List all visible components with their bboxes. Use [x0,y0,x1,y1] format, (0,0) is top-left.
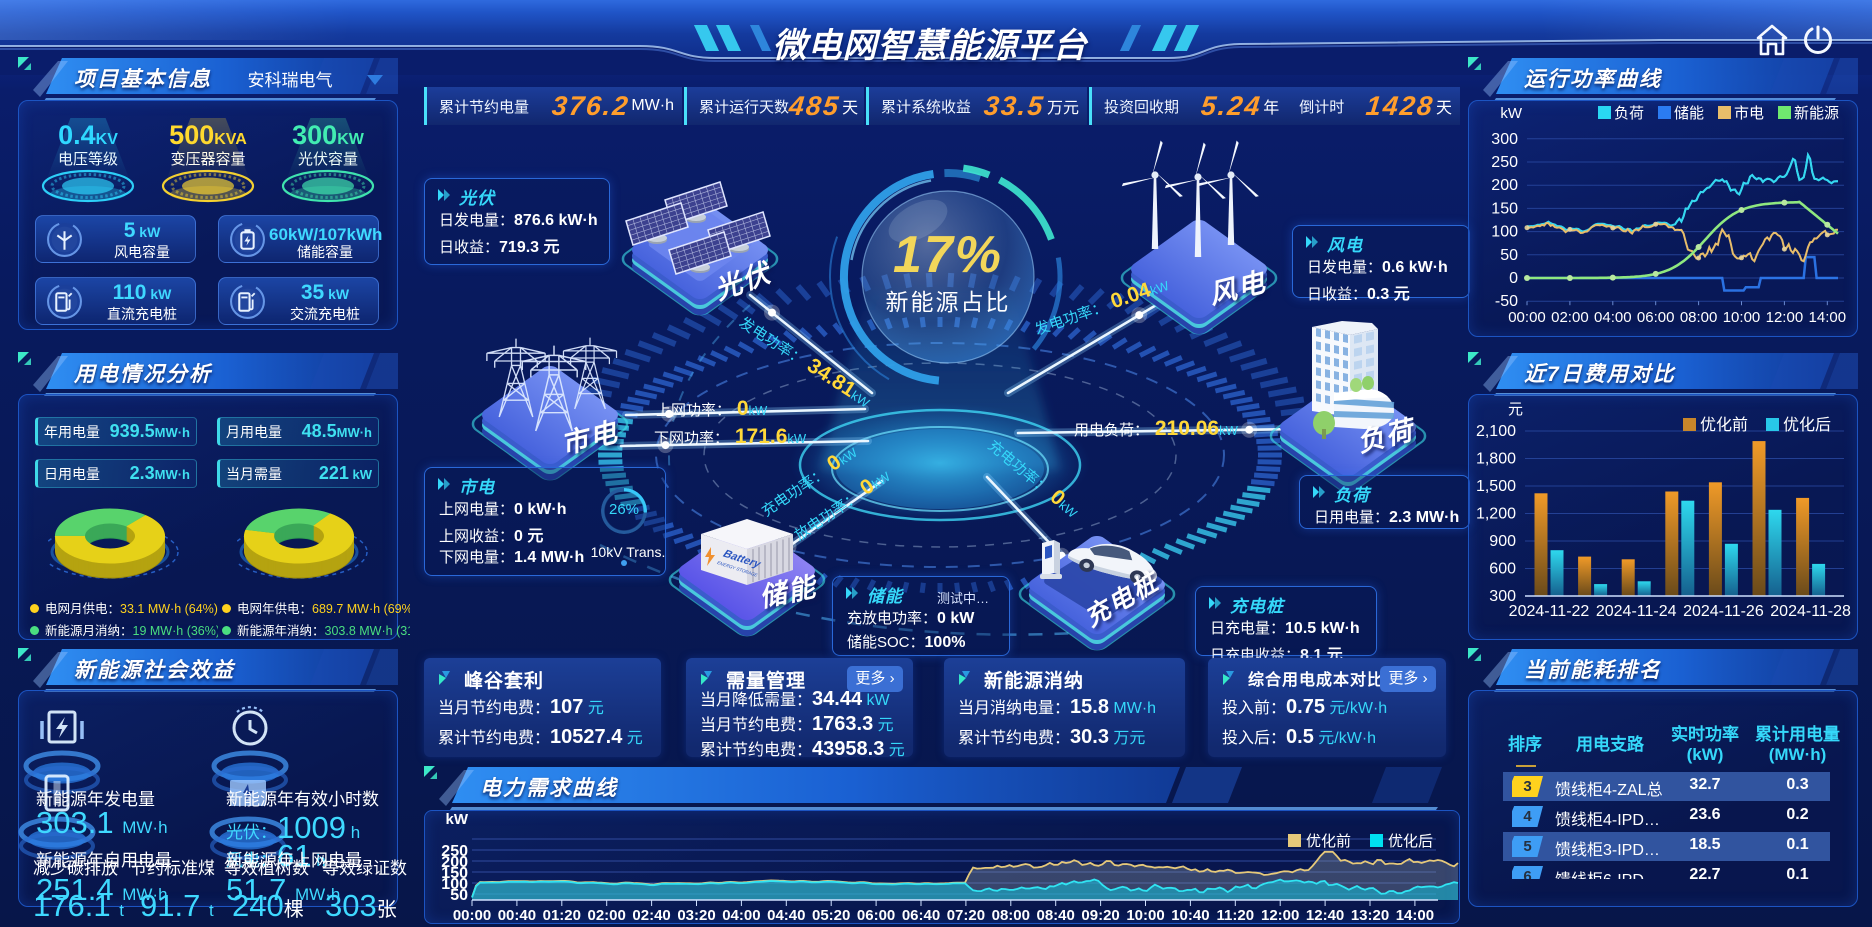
svg-text:17%: 17% [893,226,1003,284]
svg-text:50: 50 [450,887,468,904]
svg-text:200: 200 [1491,177,1518,194]
svg-text:优化前: 优化前 [1306,833,1351,850]
svg-text:12:00: 12:00 [1766,309,1804,326]
svg-text:150: 150 [1491,200,1518,217]
svg-text:储能: 储能 [1674,105,1704,122]
svg-text:300: 300 [1489,588,1516,605]
svg-text:11:20: 11:20 [1217,907,1255,924]
svg-text:12:40: 12:40 [1306,907,1344,924]
svg-text:08:00: 08:00 [1680,309,1718,326]
svg-text:02:40: 02:40 [632,907,670,924]
svg-text:1,800: 1,800 [1476,451,1516,468]
svg-text:05:20: 05:20 [812,907,850,924]
svg-text:12:00: 12:00 [1261,907,1299,924]
svg-text:02:00: 02:00 [588,907,626,924]
svg-text:04:00: 04:00 [722,907,760,924]
svg-text:2,100: 2,100 [1476,423,1516,440]
svg-text:下网功率： 171.6kW: 下网功率： 171.6kW [654,425,807,448]
svg-text:-50: -50 [1495,293,1518,310]
svg-text:优化前: 优化前 [1700,416,1748,434]
svg-text:2024-11-22: 2024-11-22 [1509,603,1590,620]
svg-text:10:40: 10:40 [1171,907,1209,924]
svg-text:250: 250 [441,843,468,860]
svg-text:新能源占比: 新能源占比 [886,289,1011,315]
svg-text:优化后: 优化后 [1783,416,1831,434]
svg-text:13:20: 13:20 [1351,907,1389,924]
svg-text:kW: kW [1500,105,1523,122]
svg-text:0: 0 [1509,270,1518,287]
svg-text:10:00: 10:00 [1126,907,1164,924]
svg-text:08:00: 08:00 [992,907,1030,924]
svg-text:14:00: 14:00 [1396,907,1434,924]
svg-text:02:00: 02:00 [1551,309,1589,326]
svg-text:04:00: 04:00 [1594,309,1632,326]
svg-text:00:00: 00:00 [453,907,491,924]
svg-text:2024-11-26: 2024-11-26 [1683,603,1764,620]
svg-text:14:00: 14:00 [1809,309,1847,326]
svg-text:00:00: 00:00 [1508,309,1546,326]
svg-text:03:20: 03:20 [677,907,715,924]
svg-text:用电负荷： 210.06kW: 用电负荷： 210.06kW [1074,417,1239,440]
svg-text:1,200: 1,200 [1476,506,1516,523]
svg-text:10:00: 10:00 [1723,309,1761,326]
svg-text:00:40: 00:40 [498,907,536,924]
svg-text:新能源: 新能源 [1794,105,1839,122]
svg-text:2024-11-28: 2024-11-28 [1770,603,1851,620]
svg-text:06:00: 06:00 [857,907,895,924]
svg-text:100: 100 [441,876,468,893]
svg-text:09:20: 09:20 [1081,907,1119,924]
svg-text:900: 900 [1489,533,1516,550]
svg-text:200: 200 [441,854,468,871]
svg-text:2024-11-24: 2024-11-24 [1596,603,1677,620]
svg-text:50: 50 [1500,247,1518,264]
svg-text:300: 300 [1491,131,1518,148]
svg-text:600: 600 [1489,561,1516,578]
svg-text:元: 元 [1508,401,1523,418]
svg-text:07:20: 07:20 [947,907,985,924]
svg-text:01:20: 01:20 [543,907,581,924]
svg-text:上网功率： 0kW: 上网功率： 0kW [656,397,768,420]
svg-text:1,500: 1,500 [1476,478,1516,495]
svg-text:06:00: 06:00 [1637,309,1675,326]
svg-text:250: 250 [1491,154,1518,171]
svg-text:市电: 市电 [1734,105,1764,122]
svg-text:优化后: 优化后 [1388,833,1433,850]
svg-text:04:40: 04:40 [767,907,805,924]
svg-text:100: 100 [1491,224,1518,241]
svg-text:150: 150 [441,865,468,882]
svg-text:负荷: 负荷 [1614,105,1644,122]
svg-text:06:40: 06:40 [902,907,940,924]
svg-text:08:40: 08:40 [1037,907,1075,924]
svg-text:kW: kW [446,812,469,828]
